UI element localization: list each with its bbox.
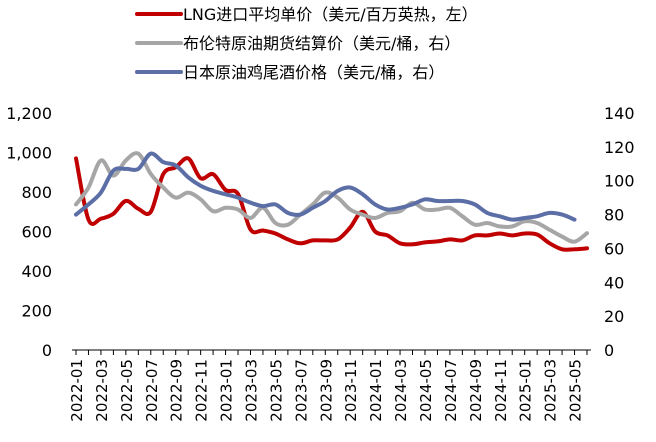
x-tick-label: 2023-09 bbox=[317, 359, 335, 422]
y-left-tick-label: 0 bbox=[42, 341, 52, 360]
x-tick-label: 2025-03 bbox=[542, 359, 560, 422]
x-tick-label: 2022-09 bbox=[168, 359, 186, 422]
y-right-tick-label: 80 bbox=[604, 206, 624, 225]
x-tick-label: 2022-03 bbox=[93, 359, 111, 422]
x-tick-label: 2024-03 bbox=[392, 359, 410, 422]
y-left-tick-label: 1,200 bbox=[6, 104, 52, 123]
y-right-tick-label: 120 bbox=[604, 138, 635, 157]
x-tick-label: 2022-01 bbox=[68, 359, 86, 422]
series-layer bbox=[74, 151, 589, 252]
x-tick-label: 2023-05 bbox=[267, 359, 285, 422]
x-tick-label: 2023-01 bbox=[218, 359, 236, 422]
y-right-tick-label: 40 bbox=[604, 273, 624, 292]
series-line-3 bbox=[74, 151, 577, 222]
y-right-tick-label: 0 bbox=[604, 341, 614, 360]
y-right-tick-label: 100 bbox=[604, 172, 635, 191]
y-left-tick-label: 1,000 bbox=[6, 144, 52, 163]
y-left-tick-label: 600 bbox=[21, 223, 52, 242]
legend-label-3: 日本原油鸡尾酒价格（美元/桶，右） bbox=[183, 63, 444, 82]
x-tick-label: 2022-07 bbox=[143, 359, 161, 422]
legend-label-1: LNG进口平均单价（美元/百万英热，左） bbox=[183, 5, 478, 24]
y-right-tick-label: 60 bbox=[604, 239, 624, 258]
x-tick-label: 2024-05 bbox=[417, 359, 435, 422]
x-tick-label: 2024-11 bbox=[492, 359, 510, 422]
series-line-1 bbox=[74, 156, 589, 252]
x-tick-label: 2024-09 bbox=[467, 359, 485, 422]
x-tick-label: 2024-01 bbox=[367, 359, 385, 422]
legend: LNG进口平均单价（美元/百万英热，左） 布伦特原油期货结算价（美元/桶，右） 日本… bbox=[135, 5, 478, 82]
x-tick-label: 2023-07 bbox=[292, 359, 310, 422]
x-tick-label: 2024-07 bbox=[442, 359, 460, 422]
x-tick-label: 2022-05 bbox=[118, 359, 136, 422]
y-right-tick-label: 140 bbox=[604, 104, 635, 123]
legend-label-2: 布伦特原油期货结算价（美元/桶，右） bbox=[183, 34, 460, 53]
x-tick-label: 2025-01 bbox=[517, 359, 535, 422]
x-tick-label: 2022-11 bbox=[193, 359, 211, 422]
x-tick-label: 2023-11 bbox=[342, 359, 360, 422]
y-left-tick-label: 200 bbox=[21, 302, 52, 321]
x-tick-label: 2025-05 bbox=[567, 359, 585, 422]
y-right-tick-label: 20 bbox=[604, 307, 624, 326]
x-tick-label: 2023-03 bbox=[242, 359, 260, 422]
axes: 0 200 400 600 800 1,000 1,200 0 20 40 60 80 100 120 14… bbox=[6, 104, 634, 422]
y-left-tick-label: 800 bbox=[21, 183, 52, 202]
y-left-tick-label: 400 bbox=[21, 262, 52, 281]
